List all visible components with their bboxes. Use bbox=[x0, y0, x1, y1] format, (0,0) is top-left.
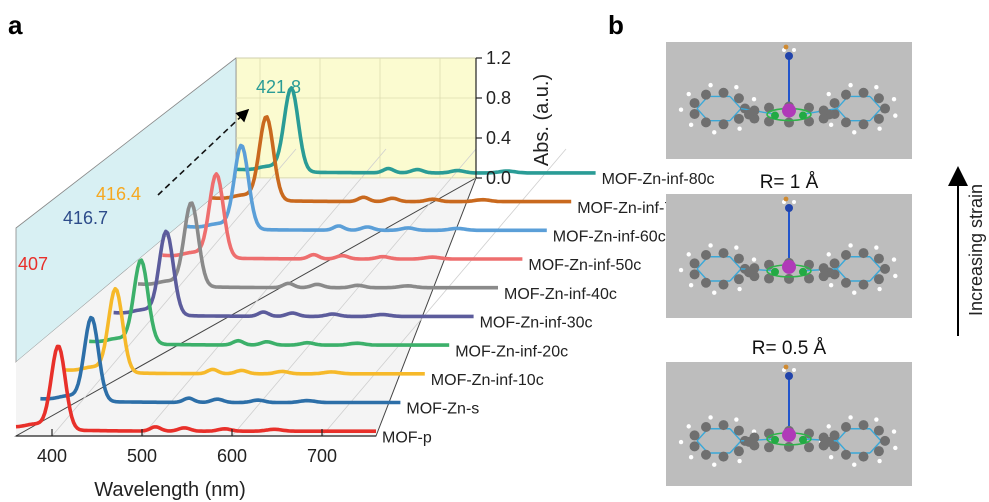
molecule-drawings bbox=[678, 44, 898, 467]
floor-grid-line bbox=[141, 148, 387, 437]
x-tick-group: 400 500 600 700 bbox=[37, 429, 337, 466]
absorbance-traces bbox=[15, 86, 596, 433]
trace-mof-zn-inf-30c bbox=[113, 229, 474, 319]
y-tick-group: 0.0 0.4 0.8 1.2 bbox=[476, 48, 511, 188]
trace-mof-zn-inf-20c bbox=[89, 258, 450, 347]
peak-annotation: 416.4 bbox=[96, 184, 141, 204]
molecule-model bbox=[678, 44, 898, 135]
molecule-model bbox=[678, 196, 898, 295]
y-tick-label: 0.4 bbox=[486, 128, 511, 148]
x-tick-label: 700 bbox=[307, 446, 337, 466]
peak-annotation-group: 407 416.7 416.4 421.8 bbox=[18, 77, 301, 274]
series-label: MOF-Zn-inf-30c bbox=[480, 315, 593, 332]
trace-mof-p bbox=[15, 344, 376, 433]
y-tick-label: 1.2 bbox=[486, 48, 511, 68]
x-tick-label: 500 bbox=[127, 446, 157, 466]
series-label: MOF-Zn-s bbox=[406, 401, 479, 418]
peak-annotation: 421.8 bbox=[256, 77, 301, 97]
series-label: MOF-Zn-inf-80c bbox=[602, 171, 715, 188]
series-label-group: MOF-p MOF-Zn-s MOF-Zn-inf-10c MOF-Zn-inf-20… bbox=[382, 171, 715, 446]
series-label: MOF-Zn-inf-40c bbox=[504, 286, 617, 303]
floor-grid-line bbox=[231, 148, 477, 437]
series-label: MOF-Zn-inf-20c bbox=[455, 343, 568, 360]
floor-grid-line bbox=[321, 148, 567, 437]
trace-mof-zn-inf-60c bbox=[186, 143, 547, 233]
trace-mof-zn-inf-70c bbox=[211, 115, 572, 204]
panel-b-label: b bbox=[608, 10, 624, 40]
trace-mof-zn-inf-50c bbox=[162, 172, 523, 261]
molecule-model bbox=[678, 364, 898, 467]
x-tick-label: 600 bbox=[217, 446, 247, 466]
peak-annotation: 416.7 bbox=[63, 208, 108, 228]
peak-shift-arrow bbox=[157, 108, 250, 196]
floor-grid-line bbox=[51, 148, 297, 437]
series-label: MOF-p bbox=[382, 429, 432, 446]
caption-r05: R= 0.5 Å bbox=[752, 338, 827, 359]
panel-a-label: a bbox=[8, 10, 23, 40]
series-label: MOF-Zn-inf-50c bbox=[528, 257, 641, 274]
y-tick-label: 0.8 bbox=[486, 88, 511, 108]
series-label: MOF-Zn-inf-70c bbox=[577, 200, 690, 217]
x-tick-label: 400 bbox=[37, 446, 67, 466]
peak-annotation: 407 bbox=[18, 254, 48, 274]
y-tick-label: 0.0 bbox=[486, 168, 511, 188]
trace-mof-zn-inf-80c bbox=[235, 86, 596, 175]
grid-lines bbox=[51, 57, 567, 437]
series-label: MOF-Zn-inf-10c bbox=[431, 372, 544, 389]
x-axis-label: Wavelength (nm) bbox=[94, 479, 246, 501]
series-label: MOF-Zn-inf-60c bbox=[553, 229, 666, 246]
strain-arrow-label: Increasing strain bbox=[966, 184, 986, 316]
trace-mof-zn-inf-10c bbox=[64, 286, 425, 376]
caption-r1: R= 1 Å bbox=[760, 172, 819, 193]
y-axis-label: Abs. (a.u.) bbox=[531, 74, 553, 166]
trace-mof-zn-s bbox=[40, 315, 401, 405]
trace-mof-zn-inf-40c bbox=[137, 201, 498, 290]
